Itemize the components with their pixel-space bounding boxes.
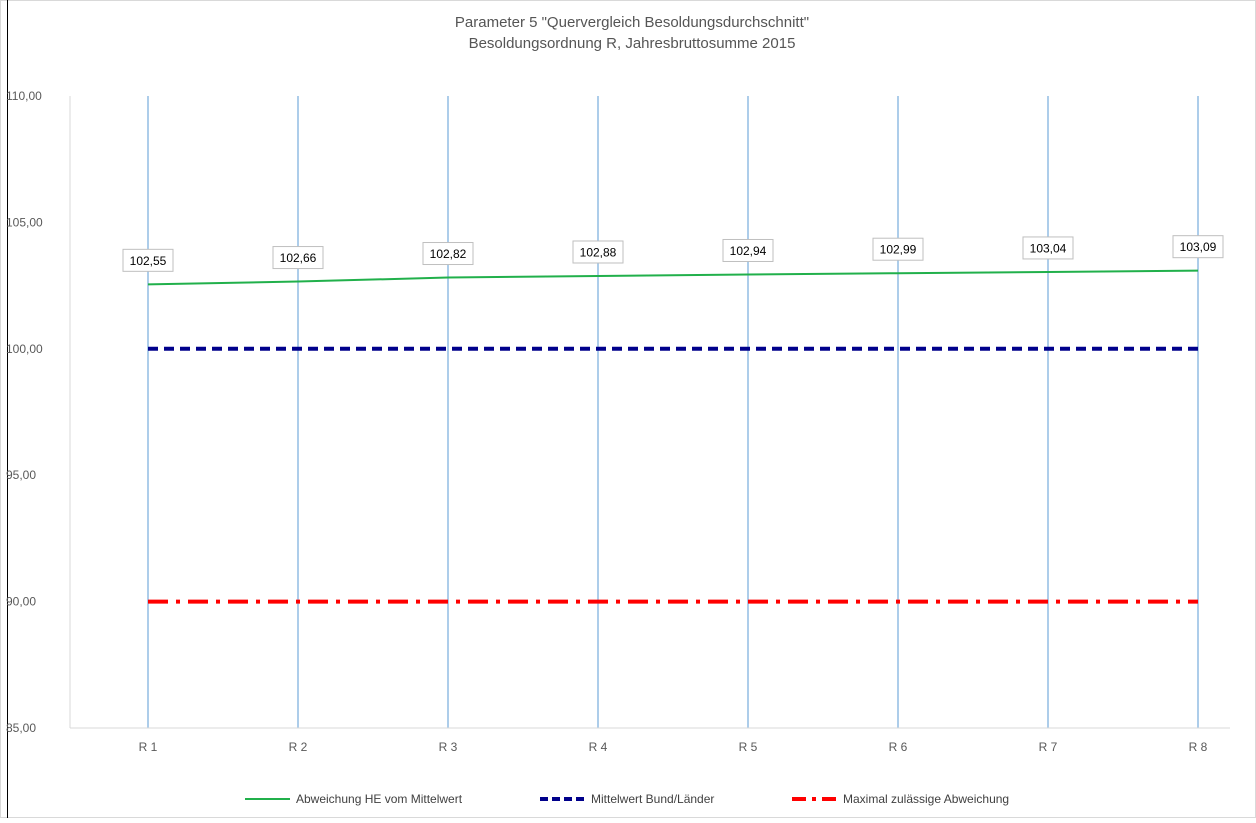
data-label: 102,99	[880, 243, 917, 257]
data-label-box	[572, 240, 624, 264]
x-tick-label: R 5	[739, 740, 758, 754]
legend-label-1: Abweichung HE vom Mittelwert	[296, 792, 463, 806]
x-tick-label: R 4	[589, 740, 608, 754]
data-label: 102,55	[130, 254, 167, 268]
data-label: 102,82	[430, 247, 467, 261]
data-label: 102,66	[280, 251, 317, 265]
data-label-box	[1022, 236, 1074, 260]
gridlines	[147, 96, 1199, 728]
y-tick-label: 100,00	[6, 342, 43, 356]
data-label-box	[722, 238, 774, 262]
data-label: 102,88	[580, 245, 617, 259]
y-tick-label: 110,00	[6, 89, 42, 103]
data-label: 103,09	[1180, 240, 1217, 254]
data-label-box	[422, 242, 474, 266]
legend-label-3: Maximal zulässige Abweichung	[843, 792, 1009, 806]
data-label-box	[122, 248, 174, 272]
x-tick-label: R 3	[439, 740, 458, 754]
y-tick-label: 95,00	[6, 468, 36, 482]
x-tick-label: R 7	[1039, 740, 1058, 754]
data-label: 103,04	[1030, 241, 1067, 255]
series-lines	[147, 269, 1199, 604]
y-tick-label: 85,00	[6, 721, 36, 735]
data-label-box	[272, 246, 324, 270]
series-line-1	[147, 269, 1199, 286]
data-label-box	[1172, 235, 1224, 259]
data-label: 102,94	[730, 244, 767, 258]
x-tick-label: R 1	[139, 740, 158, 754]
x-tick-label: R 2	[289, 740, 308, 754]
axes: 85,00 90,00 95,00 100,00 105,00 110,00 R 1 R 2 R…	[6, 89, 1230, 754]
data-labels: 102,55 102,66 102,82 102,88 102,94 102,99 103,…	[122, 235, 1224, 272]
legend-label-2: Mittelwert Bund/Länder	[591, 792, 714, 806]
y-tick-label: 105,00	[6, 215, 43, 229]
x-tick-label: R 6	[889, 740, 908, 754]
chart-subtitle: Besoldungsordnung R, Jahresbruttosumme 2…	[469, 35, 796, 52]
chart-title: Parameter 5 "Quervergleich Besoldungsdur…	[455, 14, 809, 31]
x-tick-label: R 8	[1189, 740, 1208, 754]
y-tick-label: 90,00	[6, 595, 36, 609]
legend: Abweichung HE vom Mittelwert Mittelwert B…	[245, 792, 1009, 806]
data-label-box	[872, 237, 924, 261]
